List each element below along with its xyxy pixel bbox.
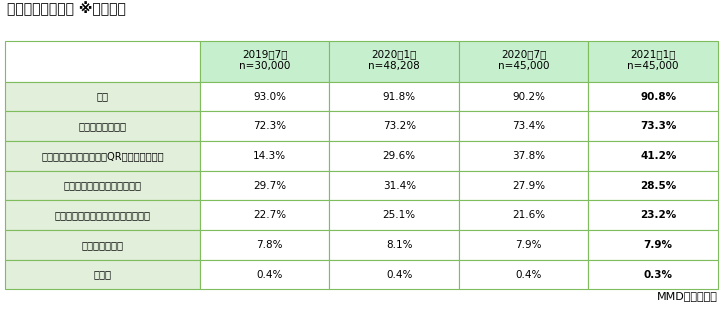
Bar xyxy=(330,141,459,171)
Bar xyxy=(5,171,200,201)
Text: 29.7%: 29.7% xyxy=(253,181,286,191)
Text: 2020年1月
n=48,208: 2020年1月 n=48,208 xyxy=(368,49,420,71)
Bar xyxy=(459,112,588,141)
Bar xyxy=(5,201,200,230)
Text: 72.3%: 72.3% xyxy=(253,121,286,131)
Bar xyxy=(330,171,459,201)
Bar xyxy=(5,41,200,82)
Bar xyxy=(459,201,588,230)
Bar xyxy=(200,260,330,290)
Bar xyxy=(200,112,330,141)
Bar xyxy=(459,82,588,112)
Bar xyxy=(5,260,200,290)
Bar xyxy=(588,141,718,171)
Text: 73.4%: 73.4% xyxy=(513,121,545,131)
Bar xyxy=(5,141,200,171)
Text: 41.2%: 41.2% xyxy=(640,151,676,161)
Text: その他: その他 xyxy=(93,270,111,280)
Bar xyxy=(5,112,200,141)
Text: 7.9%: 7.9% xyxy=(515,240,542,250)
Text: 普段の支払い方法 ※年別比較: 普段の支払い方法 ※年別比較 xyxy=(7,2,126,16)
Bar xyxy=(588,41,718,82)
Text: 91.8%: 91.8% xyxy=(383,92,416,102)
Bar xyxy=(5,82,200,112)
Text: 28.5%: 28.5% xyxy=(640,181,676,191)
Text: 0.3%: 0.3% xyxy=(644,270,673,280)
Text: スマホ決済（タッチ式、QRコード式含む）: スマホ決済（タッチ式、QRコード式含む） xyxy=(41,151,164,161)
Bar xyxy=(5,230,200,260)
Text: 2020年7月
n=45,000: 2020年7月 n=45,000 xyxy=(498,49,550,71)
Text: 2021年1月
n=45,000: 2021年1月 n=45,000 xyxy=(628,49,679,71)
Text: 27.9%: 27.9% xyxy=(513,181,545,191)
Text: 90.8%: 90.8% xyxy=(640,92,676,102)
Text: 23.2%: 23.2% xyxy=(640,210,676,220)
Bar xyxy=(200,141,330,171)
Text: 7.9%: 7.9% xyxy=(644,240,673,250)
Text: 73.3%: 73.3% xyxy=(640,121,676,131)
Bar xyxy=(330,201,459,230)
Text: 現金: 現金 xyxy=(97,92,108,102)
Bar xyxy=(330,260,459,290)
Bar xyxy=(330,41,459,82)
Text: 0.4%: 0.4% xyxy=(515,270,542,280)
Bar xyxy=(459,41,588,82)
Text: 2019年7月
n=30,000: 2019年7月 n=30,000 xyxy=(239,49,290,71)
Bar xyxy=(459,171,588,201)
Bar xyxy=(459,260,588,290)
Bar xyxy=(200,171,330,201)
Text: 8.1%: 8.1% xyxy=(386,240,413,250)
Text: 93.0%: 93.0% xyxy=(253,92,286,102)
Text: 22.7%: 22.7% xyxy=(253,210,286,220)
Text: 0.4%: 0.4% xyxy=(386,270,413,280)
Text: 90.2%: 90.2% xyxy=(513,92,545,102)
Text: 73.2%: 73.2% xyxy=(383,121,416,131)
Text: 31.4%: 31.4% xyxy=(383,181,416,191)
Bar xyxy=(588,201,718,230)
Bar xyxy=(588,171,718,201)
Text: MMD研究所調べ: MMD研究所調べ xyxy=(657,291,718,302)
Bar xyxy=(200,41,330,82)
Bar xyxy=(330,230,459,260)
Text: 25.1%: 25.1% xyxy=(383,210,416,220)
Bar xyxy=(588,82,718,112)
Text: 21.6%: 21.6% xyxy=(513,210,545,220)
Bar xyxy=(200,201,330,230)
Text: 37.8%: 37.8% xyxy=(513,151,545,161)
Bar xyxy=(459,230,588,260)
Text: 29.6%: 29.6% xyxy=(383,151,416,161)
Text: カード型の交通系電子マネー: カード型の交通系電子マネー xyxy=(63,181,141,191)
Bar xyxy=(330,82,459,112)
Text: 7.8%: 7.8% xyxy=(256,240,283,250)
Text: デビットカード: デビットカード xyxy=(82,240,124,250)
Bar xyxy=(588,112,718,141)
Bar xyxy=(588,260,718,290)
Bar xyxy=(588,230,718,260)
Text: クレジットカード: クレジットカード xyxy=(79,121,127,131)
Bar xyxy=(459,141,588,171)
Text: カード型の交通系以外の電子マネー: カード型の交通系以外の電子マネー xyxy=(55,210,151,220)
Bar xyxy=(200,230,330,260)
Text: 0.4%: 0.4% xyxy=(256,270,283,280)
Bar xyxy=(330,112,459,141)
Bar xyxy=(200,82,330,112)
Text: 14.3%: 14.3% xyxy=(253,151,286,161)
